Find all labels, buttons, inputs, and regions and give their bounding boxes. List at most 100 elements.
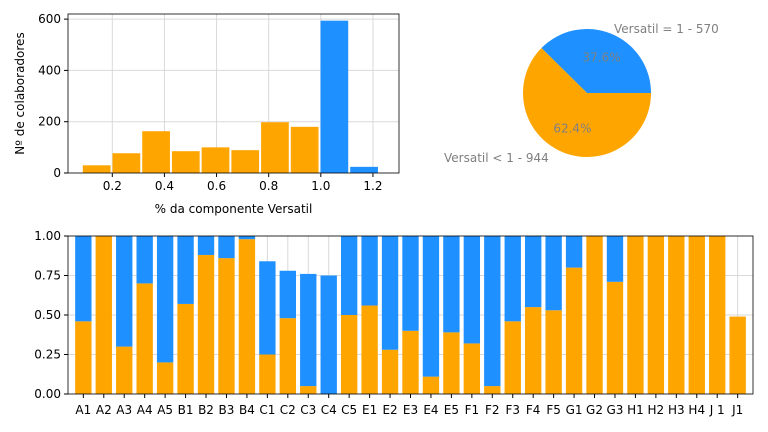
pie-pct-label: 37.6% <box>583 50 621 64</box>
histogram-bar <box>261 122 289 173</box>
y-tick-label: 0.00 <box>34 387 61 401</box>
x-tick-label: G2 <box>586 403 603 417</box>
x-tick-label: F1 <box>465 403 480 417</box>
x-tick-label: J 1 <box>709 403 725 417</box>
stacked-bar-segment <box>136 283 153 394</box>
stacked-bar-segment <box>504 236 521 322</box>
histogram-chart: 0.2 0.4 0.6 0.8 1.0 1.2 0 200 400 600 % da compone… <box>13 12 400 216</box>
stacked-bar-segment <box>565 267 583 394</box>
x-tick-label: 0.8 <box>259 179 278 193</box>
x-tick-label: F5 <box>546 403 561 417</box>
histogram-bar <box>201 147 230 173</box>
pie-slice-label: Versatil < 1 - 944 <box>444 151 549 165</box>
y-tick-label: 0.25 <box>34 348 61 362</box>
x-tick-label: C2 <box>280 403 296 417</box>
x-tick-label: 0.2 <box>103 179 122 193</box>
histogram-bar <box>142 131 170 173</box>
stacked-bar-segment <box>340 315 358 394</box>
stacked-bar-segment <box>238 236 256 240</box>
stacked-bar-segment <box>259 354 276 394</box>
x-tick-label: A5 <box>157 403 173 417</box>
stacked-bar-segment <box>340 236 358 315</box>
x-tick-label: G1 <box>566 403 583 417</box>
stacked-bar-segment <box>565 236 583 268</box>
x-tick-label: C3 <box>300 403 316 417</box>
stacked-bar-segment <box>463 236 481 344</box>
stacked-bar-segment <box>668 236 685 394</box>
stacked-bar-segment <box>136 236 153 284</box>
histogram-bar <box>320 20 349 174</box>
x-tick-label: A4 <box>137 403 153 417</box>
stacked-bar-segment <box>218 258 235 394</box>
stacked-bar-segment <box>443 332 460 394</box>
y-tick-label: 0.50 <box>34 308 61 322</box>
x-tick-label: A1 <box>75 403 91 417</box>
histogram-bar <box>231 150 260 173</box>
stacked-bar-segment <box>402 236 419 331</box>
stacked-bar-segment <box>156 362 174 394</box>
stacked-bar-segment <box>402 330 419 394</box>
stacked-bar-segment <box>218 236 235 259</box>
stacked-bar-segment <box>197 254 215 394</box>
x-tick-label: C4 <box>321 403 337 417</box>
stacked-bar-segment <box>545 236 562 311</box>
stacked-bar-segment <box>300 273 317 387</box>
stacked-bar-segment <box>279 318 296 394</box>
y-tick-label: 0.75 <box>34 269 61 283</box>
stacked-bar-segment <box>525 307 542 394</box>
stacked-bar-segment <box>525 236 542 308</box>
stacked-bar-segment <box>116 236 133 347</box>
histogram-bar <box>171 151 200 173</box>
stacked-bar-segment <box>361 305 378 394</box>
x-tick-label: E5 <box>444 403 459 417</box>
x-tick-label: 0.6 <box>207 179 226 193</box>
pie-slice-label: Versatil = 1 - 570 <box>614 22 719 36</box>
stacked-bar-segment <box>627 236 644 394</box>
histogram-bar <box>290 126 319 173</box>
stacked-bar-segment <box>361 236 378 306</box>
stacked-bar-segment <box>238 239 256 394</box>
stacked-bar-segment <box>381 236 399 350</box>
pie-pct-label: 62.4% <box>553 122 591 136</box>
y-tick-label: 0 <box>53 166 61 180</box>
stacked-bar-segment <box>300 386 317 394</box>
stacked-bar-segment <box>463 343 481 394</box>
stacked-bar-frame <box>67 235 754 395</box>
stacked-bar-segment <box>422 236 440 377</box>
stacked-bar-segment <box>606 236 624 282</box>
x-tick-label: C5 <box>341 403 357 417</box>
stacked-bar-segment <box>75 236 92 322</box>
stacked-bar-segment <box>197 236 215 255</box>
x-tick-label: E1 <box>362 403 377 417</box>
x-tick-label: H3 <box>668 403 685 417</box>
x-tick-label: 1.2 <box>363 179 382 193</box>
x-tick-label: C1 <box>259 403 275 417</box>
y-tick-label: 1.00 <box>34 229 61 243</box>
x-tick-label: 1.0 <box>311 179 330 193</box>
stacked-bar-segment <box>381 349 399 394</box>
histogram-bar <box>112 153 141 173</box>
stacked-bar-segment <box>688 236 705 394</box>
x-tick-label: E3 <box>403 403 418 417</box>
y-tick-label: 400 <box>38 63 61 77</box>
stacked-bar-segment <box>422 376 440 394</box>
x-tick-label: F3 <box>505 403 520 417</box>
x-tick-label: E2 <box>382 403 397 417</box>
histogram-bar <box>82 165 111 173</box>
stacked-bar-segment <box>177 303 194 394</box>
x-tick-label: A3 <box>116 403 132 417</box>
stacked-bar-segment <box>116 346 133 394</box>
pie-chart: 37.6% Versatil = 1 - 570 62.4% Versatil < 1… <box>444 22 719 165</box>
stacked-bar-segment <box>320 275 337 394</box>
pie-slice <box>541 29 651 93</box>
x-tick-label: B2 <box>198 403 214 417</box>
x-tick-label: H4 <box>688 403 705 417</box>
x-tick-label: H1 <box>627 403 644 417</box>
x-tick-label: F2 <box>485 403 500 417</box>
y-tick-label: 200 <box>38 115 61 129</box>
stacked-bar-segment <box>647 236 665 394</box>
x-tick-label: A2 <box>96 403 112 417</box>
stacked-bar-segment <box>443 236 460 333</box>
stacked-bar-segment <box>729 316 746 394</box>
